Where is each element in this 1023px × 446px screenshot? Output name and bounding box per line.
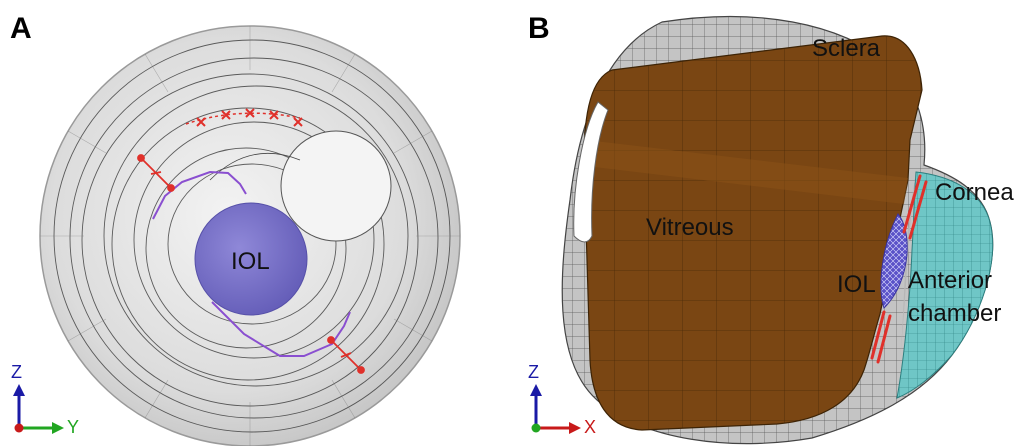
- panel-a: A IOL Z Y: [10, 12, 461, 446]
- suture-markers: [196, 108, 303, 127]
- label-iol-a: IOL: [231, 248, 270, 275]
- label-vitreous: Vitreous: [646, 214, 734, 241]
- suture-left: [137, 154, 175, 192]
- panel-letter-a: A: [10, 12, 32, 45]
- haptic-upper: [152, 170, 247, 220]
- iol-lens: [194, 202, 308, 316]
- axis-label-z-b: Z: [528, 362, 539, 382]
- axis-label-y-a: Y: [67, 417, 80, 437]
- sclera-opening: [573, 101, 609, 243]
- cornea: [896, 171, 994, 399]
- suture-lines: [870, 174, 928, 364]
- mesh-radials: [40, 26, 460, 446]
- label-sclera: Sclera: [812, 35, 881, 62]
- white-disc: [280, 130, 392, 242]
- panel-b: B Sclera Cornea Vitreous IOL Anterior ch…: [512, 0, 1023, 446]
- anterior-chamber: [900, 172, 916, 360]
- label-iol-b: IOL: [837, 271, 876, 298]
- label-anterior: Anterior: [908, 267, 993, 294]
- eye-front-view: [13, 25, 461, 446]
- iol-lens-side: [880, 213, 908, 309]
- haptic-lower: [211, 301, 351, 357]
- vitreous-band: [586, 140, 908, 204]
- axis-label-z-a: Z: [11, 362, 22, 382]
- axis-triad-b: [530, 384, 581, 434]
- axis-triad-a: [13, 384, 64, 434]
- axis-label-x-b: X: [584, 417, 597, 437]
- suture-right: [327, 336, 365, 374]
- eye-side-view: [530, 15, 994, 445]
- suture-arc: [185, 112, 301, 125]
- panel-letter-b: B: [528, 12, 550, 45]
- label-cornea: Cornea: [935, 179, 1014, 206]
- label-chamber: chamber: [908, 300, 1002, 327]
